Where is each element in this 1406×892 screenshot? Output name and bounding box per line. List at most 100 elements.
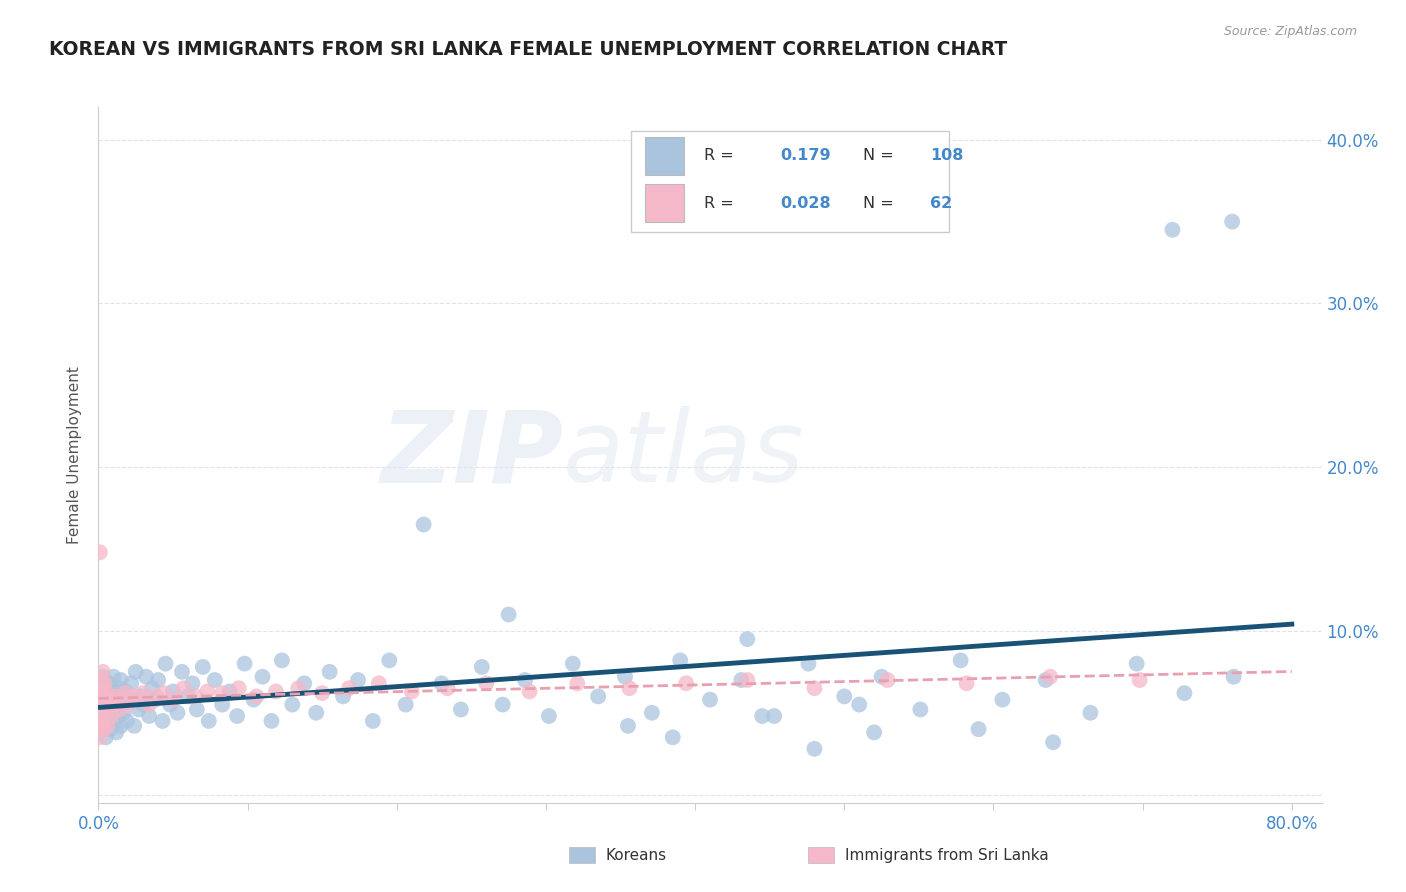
Point	[401, 684, 423, 698]
Point	[90, 681, 112, 696]
Point	[198, 714, 221, 728]
Point	[751, 709, 773, 723]
Point	[90, 673, 112, 687]
Point	[94, 719, 117, 733]
Point	[103, 670, 125, 684]
Point	[90, 719, 112, 733]
Point	[114, 684, 136, 698]
Point	[89, 698, 111, 712]
Text: atlas: atlas	[564, 407, 804, 503]
Point	[91, 670, 114, 684]
Point	[763, 709, 786, 723]
Point	[111, 692, 134, 706]
Point	[561, 657, 583, 671]
Point	[110, 719, 132, 733]
Point	[96, 692, 118, 706]
Point	[112, 706, 135, 720]
Point	[797, 657, 820, 671]
Point	[98, 722, 121, 736]
Text: N =: N =	[863, 148, 894, 163]
Point	[1039, 670, 1062, 684]
Point	[378, 653, 401, 667]
Point	[1080, 706, 1102, 720]
Point	[669, 653, 692, 667]
Point	[513, 673, 536, 687]
Point	[117, 698, 139, 712]
Point	[97, 690, 120, 704]
Point	[89, 709, 111, 723]
Point	[876, 673, 898, 687]
Point	[661, 731, 683, 745]
Point	[270, 653, 294, 667]
Point	[114, 686, 136, 700]
Point	[699, 692, 721, 706]
Point	[471, 660, 494, 674]
Point	[105, 690, 128, 704]
Point	[347, 673, 370, 687]
Point	[96, 719, 118, 733]
Y-axis label: Female Unemployment: Female Unemployment	[67, 366, 83, 544]
Point	[1161, 223, 1184, 237]
Point	[107, 709, 129, 723]
Point	[218, 684, 240, 698]
Point	[155, 657, 177, 671]
Point	[135, 670, 157, 684]
Point	[242, 692, 264, 706]
Text: 0.179: 0.179	[780, 148, 831, 163]
Point	[803, 741, 825, 756]
Point	[211, 698, 233, 712]
Text: Source: ZipAtlas.com: Source: ZipAtlas.com	[1223, 25, 1357, 38]
Point	[94, 692, 117, 706]
Point	[103, 692, 125, 706]
Point	[675, 676, 697, 690]
Point	[93, 706, 115, 720]
Point	[332, 690, 354, 704]
Point	[127, 692, 149, 706]
Point	[181, 676, 204, 690]
Point	[1222, 670, 1244, 684]
Point	[132, 686, 155, 700]
Point	[614, 670, 637, 684]
Point	[1220, 214, 1243, 228]
Point	[159, 698, 181, 712]
Point	[121, 690, 143, 704]
Point	[955, 676, 977, 690]
Point	[96, 714, 118, 728]
Point	[803, 681, 825, 696]
Point	[111, 698, 134, 712]
Bar	[645, 136, 685, 175]
Point	[184, 690, 207, 704]
Point	[101, 709, 124, 723]
Point	[311, 686, 333, 700]
Point	[991, 692, 1014, 706]
Point	[492, 698, 515, 712]
Point	[617, 719, 640, 733]
Point	[94, 684, 117, 698]
Point	[1125, 657, 1147, 671]
Point	[146, 673, 169, 687]
Point	[101, 681, 124, 696]
Point	[110, 673, 132, 687]
Point	[138, 698, 160, 712]
Point	[90, 698, 112, 712]
Point	[361, 714, 384, 728]
Point	[832, 690, 855, 704]
Point	[104, 698, 127, 712]
Point	[145, 690, 167, 704]
Point	[498, 607, 520, 622]
Point	[90, 692, 112, 706]
Point	[436, 681, 458, 696]
Point	[105, 725, 128, 739]
Point	[305, 706, 328, 720]
Point	[870, 670, 893, 684]
Point	[129, 690, 152, 704]
Point	[162, 684, 184, 698]
Point	[737, 632, 759, 646]
Point	[211, 686, 233, 700]
Point	[412, 517, 434, 532]
Point	[93, 684, 115, 698]
Point	[281, 698, 304, 712]
Point	[91, 665, 114, 679]
Point	[730, 673, 752, 687]
Point	[395, 698, 418, 712]
